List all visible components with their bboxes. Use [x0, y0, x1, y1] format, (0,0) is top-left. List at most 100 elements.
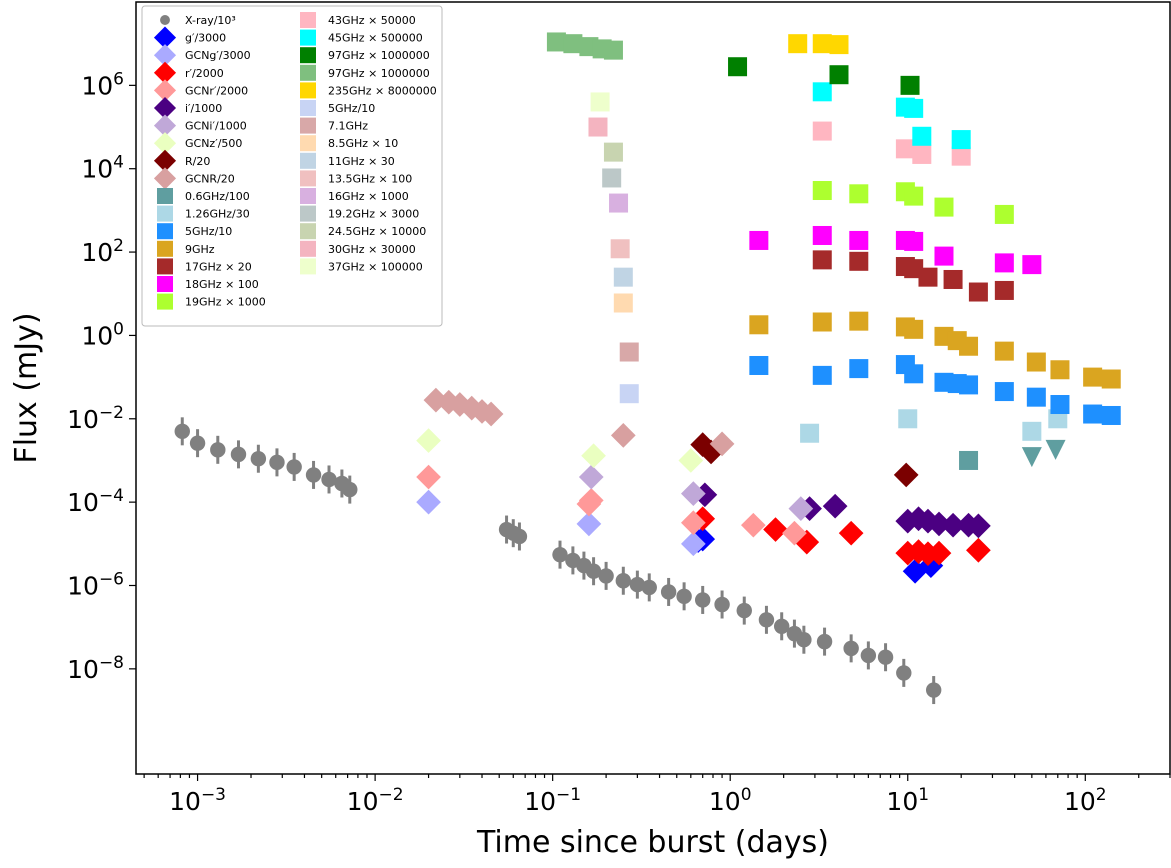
- legend-item: 8.5GHz × 10: [300, 135, 398, 152]
- data-point: [210, 442, 226, 458]
- data-point: [1050, 395, 1070, 415]
- legend-item: 11GHz × 30: [300, 152, 395, 169]
- data-point: [174, 423, 190, 440]
- legend-item: 45GHz × 500000: [300, 29, 423, 46]
- data-point: [478, 401, 504, 427]
- legend-label: 235GHz × 8000000: [328, 84, 437, 97]
- data-point: [895, 508, 921, 534]
- legend-item: g′/3000: [153, 26, 226, 49]
- x-tick-label: 10−2: [347, 785, 404, 816]
- legend-label: g′/3000: [185, 32, 226, 45]
- legend-label: 5GHz/10: [185, 225, 232, 238]
- y-tick-label: 100: [81, 319, 124, 350]
- legend-label: GCNg′/3000: [185, 49, 251, 62]
- legend-label: 7.1GHz: [328, 120, 368, 133]
- legend-item: GCNi′/1000: [153, 114, 247, 137]
- data-point: [1083, 404, 1103, 424]
- data-point: [1101, 369, 1121, 389]
- data-point: [1022, 255, 1042, 275]
- data-point: [709, 431, 735, 457]
- data-point: [1050, 360, 1070, 380]
- legend-item: 7.1GHz: [300, 117, 368, 134]
- legend-marker: [300, 100, 316, 116]
- legend-marker: [157, 258, 173, 275]
- data-point: [749, 230, 769, 250]
- data-point: [603, 40, 623, 60]
- data-point: [812, 34, 832, 54]
- data-point: [877, 649, 894, 665]
- series-12: [749, 355, 1121, 425]
- legend-marker: [300, 82, 316, 99]
- legend-marker: [153, 167, 177, 190]
- legend-marker: [157, 240, 173, 257]
- data-point: [902, 558, 928, 584]
- legend-box: [141, 5, 443, 327]
- data-point: [610, 239, 630, 259]
- legend-marker: [160, 15, 170, 25]
- legend-item: r′/2000: [153, 61, 224, 84]
- legend-marker: [153, 96, 177, 120]
- legend-item: GCNz′/500: [153, 132, 242, 155]
- data-point: [940, 512, 966, 538]
- series-19: [728, 57, 920, 95]
- legend-marker: [153, 149, 177, 172]
- data-point: [714, 596, 730, 613]
- legend-item: 43GHz × 50000: [300, 12, 416, 28]
- legend-marker: [300, 188, 316, 204]
- legend-marker: [153, 79, 177, 102]
- axis-ticks: 10−3 10−2 10−1 100 101 102 10−8 10−6 10−4 10−2 100…: [67, 69, 1171, 816]
- legend-marker: [300, 240, 316, 257]
- data-point: [615, 573, 632, 589]
- legend-marker: [300, 258, 316, 275]
- data-point: [416, 428, 441, 453]
- data-point: [578, 464, 604, 490]
- legend-label: 24.5GHz × 10000: [328, 225, 426, 238]
- data-point: [749, 355, 769, 375]
- data-point: [838, 520, 864, 546]
- legend-marker: [300, 205, 316, 222]
- data-point: [829, 65, 849, 85]
- plot-area: [174, 32, 1121, 705]
- legend-item: 19.2GHz × 3000: [300, 205, 419, 222]
- legend-marker: [153, 44, 177, 67]
- legend-label: 0.6GHz/100: [185, 190, 250, 203]
- upper-limit-point: [1021, 447, 1042, 468]
- legend-label: 8.5GHz × 10: [328, 137, 398, 150]
- y-tick-label: 10−4: [67, 486, 124, 517]
- data-point: [189, 435, 206, 451]
- legend-label: 97GHz × 1000000: [328, 67, 430, 80]
- series-13: [749, 311, 1121, 389]
- data-point: [1048, 409, 1068, 429]
- data-point: [690, 432, 716, 457]
- legend-marker: [157, 223, 173, 240]
- data-point: [812, 82, 832, 102]
- data-point: [1026, 387, 1046, 407]
- series-21: [788, 34, 849, 55]
- series-25: [613, 267, 633, 287]
- legend-item: 19GHz × 1000: [157, 293, 266, 310]
- series-9: [423, 387, 735, 457]
- y-tick-label: 102: [81, 236, 124, 267]
- legend-item: 17GHz × 20: [157, 258, 252, 275]
- data-point: [849, 230, 869, 250]
- data-point: [613, 293, 633, 313]
- data-point: [1026, 352, 1046, 372]
- series-26: [610, 239, 630, 259]
- legend-label: X-ray/10³: [185, 14, 236, 27]
- legend: X-ray/10³ g′/3000 GCNg′/3000 r′/2000 GCNr′/2…: [141, 5, 443, 327]
- data-point: [1022, 421, 1042, 441]
- legend-item: 1.26GHz/30: [157, 205, 250, 222]
- legend-item: i′/1000: [153, 96, 222, 120]
- series-3: [690, 506, 991, 567]
- legend-marker: [153, 132, 177, 155]
- data-point: [782, 520, 807, 546]
- data-point: [959, 336, 979, 356]
- data-point: [904, 364, 924, 384]
- data-point: [436, 389, 462, 415]
- data-point: [849, 251, 869, 271]
- upper-limit-point: [1045, 439, 1066, 460]
- data-point: [680, 510, 706, 536]
- data-point: [563, 34, 583, 54]
- series-16: [812, 181, 1014, 224]
- data-point: [576, 511, 602, 537]
